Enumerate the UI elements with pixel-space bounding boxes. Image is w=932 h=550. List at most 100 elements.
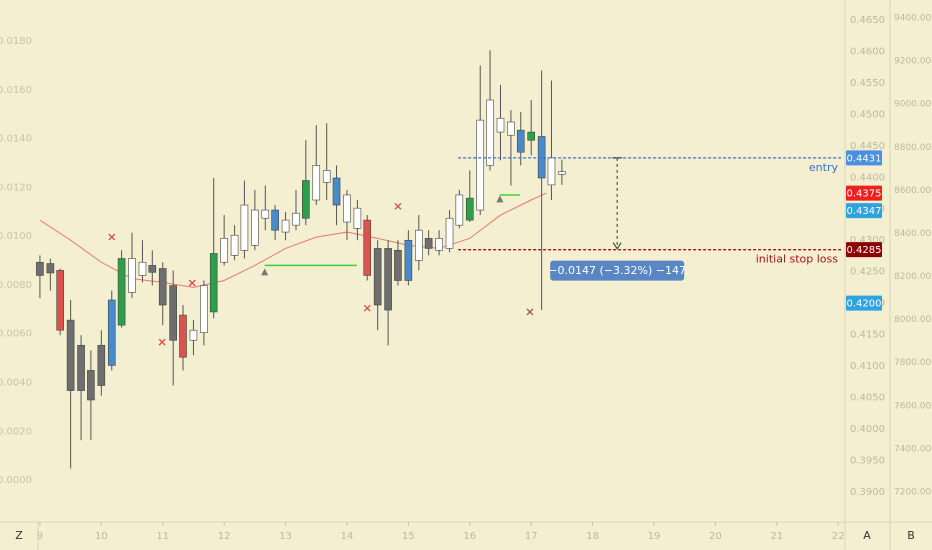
x-tick-label: 15 — [402, 531, 415, 542]
candle-body — [415, 229, 423, 261]
x-tick-label: 11 — [156, 531, 169, 542]
price-tag-label: 0.4285 — [847, 245, 882, 256]
price-tag — [846, 295, 882, 311]
y2-tick-label: 0.0020 — [0, 426, 32, 437]
y-tick-label: 0.4400 — [850, 172, 885, 183]
candle-body — [240, 204, 249, 251]
candle-body — [404, 239, 413, 281]
candle-body — [179, 314, 187, 358]
y3-tick-label: 8400.00 — [894, 229, 931, 239]
footer-label[interactable]: B — [907, 529, 915, 542]
y-tick-label: 0.4050 — [850, 392, 885, 403]
y-tick-label: 0.4250 — [850, 267, 885, 278]
candle-body — [189, 329, 198, 341]
candle-body — [363, 219, 372, 276]
x-tick-label: 19 — [648, 531, 661, 542]
y2-tick-label: 0.0180 — [0, 36, 32, 47]
x-tick-label: 9 — [37, 531, 43, 542]
candle-body — [332, 177, 341, 206]
y2-tick-label: 0.0140 — [0, 134, 32, 145]
y3-tick-label: 7600.00 — [894, 401, 931, 411]
level-label: initial stop loss — [756, 253, 839, 266]
candle-body — [281, 219, 290, 233]
candle-body — [56, 270, 64, 331]
triangle-marker — [496, 195, 504, 203]
y3-tick-label: 8800.00 — [894, 143, 931, 153]
candle-body — [46, 263, 55, 274]
y3-tick-label: 7200.00 — [894, 488, 931, 498]
x-tick-label: 10 — [95, 531, 108, 542]
x-tick-label: 20 — [709, 531, 722, 542]
y3-tick-label: 9400.00 — [894, 13, 931, 23]
price-tag — [846, 242, 882, 258]
level-label: entry — [809, 161, 839, 174]
cross-marker — [108, 233, 116, 241]
candle-body — [312, 165, 321, 201]
price-tag-label: 0.4375 — [847, 189, 882, 200]
y-tick-label: 0.4600 — [850, 47, 885, 58]
candle-body — [507, 121, 515, 136]
triangle-marker — [261, 268, 269, 276]
y-tick-label: 0.4550 — [850, 78, 885, 89]
y-tick-label: 0.4450 — [850, 141, 885, 152]
y3-tick-label: 7800.00 — [894, 358, 931, 368]
candle-body — [424, 238, 433, 249]
measure-label: −0.0147 (−3.32%) −147 — [548, 264, 686, 277]
candle-body — [373, 248, 382, 306]
price-tag — [846, 185, 882, 201]
candle-body — [547, 157, 556, 186]
measure-box — [550, 260, 685, 281]
candle-body — [97, 344, 106, 386]
y-tick-label: 0.3950 — [850, 455, 885, 466]
candle-body — [384, 248, 392, 311]
candle-body — [435, 238, 443, 251]
x-tick-label: 21 — [770, 531, 783, 542]
candle-body — [209, 253, 218, 313]
candle-body — [465, 197, 474, 221]
candle-body — [138, 261, 147, 276]
candle-body — [36, 261, 44, 276]
y-tick-label: 0.4300 — [850, 235, 885, 246]
candle-body — [261, 209, 270, 219]
candle-body — [476, 119, 485, 211]
candle-body — [77, 344, 85, 391]
y-tick-label: 0.4650 — [850, 15, 885, 26]
y-tick-label: 0.4500 — [850, 109, 885, 120]
y-tick-label: 0.4000 — [850, 424, 885, 435]
candle-body — [353, 207, 362, 229]
candle-body — [322, 170, 331, 183]
y3-tick-label: 8000.00 — [894, 315, 931, 325]
price-tag — [846, 203, 882, 219]
cross-marker — [158, 338, 166, 346]
candle-body — [251, 209, 259, 246]
x-tick-label: 13 — [279, 531, 292, 542]
x-tick-label: 14 — [341, 531, 354, 542]
candle-body — [394, 250, 402, 281]
price-tag-label: 0.4200 — [847, 299, 882, 310]
candle-body — [445, 217, 454, 249]
x-tick-label: 12 — [218, 531, 231, 542]
y2-tick-label: 0.0060 — [0, 329, 32, 340]
measure-arrow — [612, 242, 622, 250]
footer-label[interactable]: Z — [15, 529, 23, 542]
price-tag-label: 0.4431 — [847, 153, 882, 164]
y2-tick-label: 0.0100 — [0, 231, 32, 242]
candle-body — [169, 285, 177, 341]
candle-body — [558, 171, 566, 175]
moving-average — [39, 192, 547, 288]
candle-body — [455, 194, 464, 226]
price-tag — [846, 150, 882, 166]
cross-marker — [526, 308, 534, 316]
candle-body — [271, 209, 279, 231]
candle-body — [230, 234, 239, 256]
candle-body — [527, 131, 535, 141]
footer-label[interactable]: A — [863, 529, 871, 542]
candle-body — [66, 319, 75, 391]
y2-tick-label: 0.0040 — [0, 377, 32, 388]
x-tick-label: 17 — [525, 531, 538, 542]
candle-body — [107, 299, 116, 366]
x-tick-label: 18 — [586, 531, 599, 542]
